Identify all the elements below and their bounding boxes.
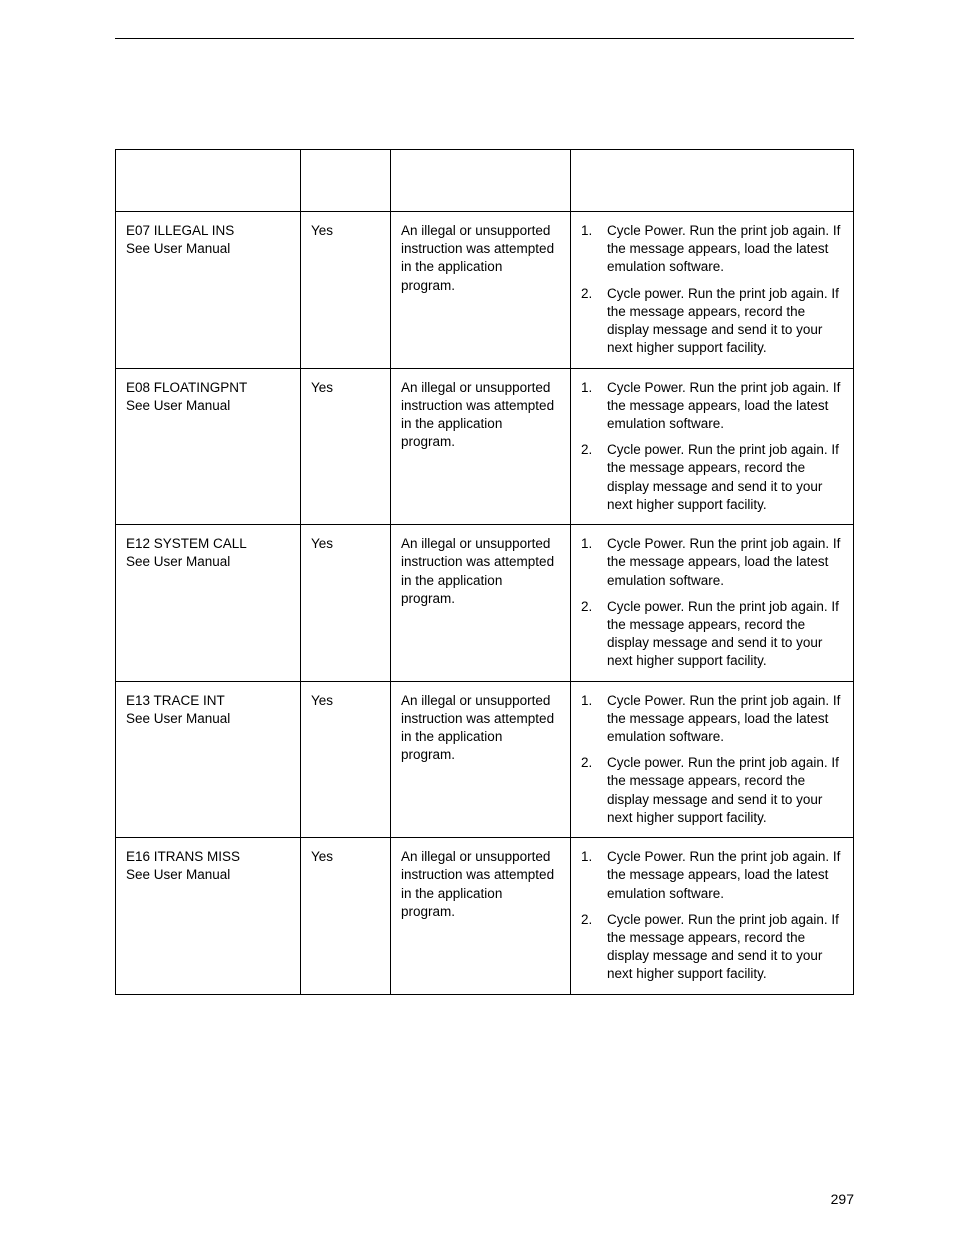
message-subtext: See User Manual	[126, 553, 290, 571]
message-subtext: See User Manual	[126, 240, 290, 258]
clear-cell: Yes	[301, 212, 391, 369]
clear-cell: Yes	[301, 368, 391, 525]
table-header-row	[116, 150, 854, 212]
solution-list: Cycle Power. Run the print job again. If…	[581, 222, 843, 358]
solution-list: Cycle Power. Run the print job again. If…	[581, 535, 843, 671]
message-code: E12 SYSTEM CALL	[126, 535, 290, 553]
solution-list: Cycle Power. Run the print job again. If…	[581, 848, 843, 984]
message-code: E08 FLOATINGPNT	[126, 379, 290, 397]
table-row: E12 SYSTEM CALLSee User ManualYesAn ille…	[116, 525, 854, 682]
solution-item: Cycle Power. Run the print job again. If…	[581, 535, 843, 590]
page-container: E07 ILLEGAL INSSee User ManualYesAn ille…	[0, 0, 954, 995]
explanation-cell: An illegal or unsupported instruction wa…	[391, 368, 571, 525]
message-subtext: See User Manual	[126, 866, 290, 884]
table-body: E07 ILLEGAL INSSee User ManualYesAn ille…	[116, 212, 854, 995]
table-row: E16 ITRANS MISSSee User ManualYesAn ille…	[116, 838, 854, 995]
clear-cell: Yes	[301, 681, 391, 838]
table-row: E07 ILLEGAL INSSee User ManualYesAn ille…	[116, 212, 854, 369]
solution-cell: Cycle Power. Run the print job again. If…	[571, 838, 854, 995]
message-cell: E12 SYSTEM CALLSee User Manual	[116, 525, 301, 682]
message-subtext: See User Manual	[126, 710, 290, 728]
message-cell: E13 TRACE INTSee User Manual	[116, 681, 301, 838]
message-code: E16 ITRANS MISS	[126, 848, 290, 866]
message-code: E13 TRACE INT	[126, 692, 290, 710]
solution-item: Cycle power. Run the print job again. If…	[581, 911, 843, 984]
table-row: E13 TRACE INTSee User ManualYesAn illega…	[116, 681, 854, 838]
explanation-cell: An illegal or unsupported instruction wa…	[391, 838, 571, 995]
message-cell: E07 ILLEGAL INSSee User Manual	[116, 212, 301, 369]
solution-list: Cycle Power. Run the print job again. If…	[581, 379, 843, 515]
solution-item: Cycle Power. Run the print job again. If…	[581, 222, 843, 277]
explanation-cell: An illegal or unsupported instruction wa…	[391, 212, 571, 369]
solution-item: Cycle Power. Run the print job again. If…	[581, 848, 843, 903]
page-number: 297	[831, 1191, 854, 1207]
table-row: E08 FLOATINGPNTSee User ManualYesAn ille…	[116, 368, 854, 525]
solution-cell: Cycle Power. Run the print job again. If…	[571, 368, 854, 525]
solution-item: Cycle Power. Run the print job again. If…	[581, 692, 843, 747]
clear-cell: Yes	[301, 525, 391, 682]
solution-item: Cycle power. Run the print job again. If…	[581, 441, 843, 514]
top-horizontal-rule	[115, 38, 854, 39]
explanation-cell: An illegal or unsupported instruction wa…	[391, 681, 571, 838]
solution-cell: Cycle Power. Run the print job again. If…	[571, 525, 854, 682]
header-cell-message	[116, 150, 301, 212]
header-cell-clear	[301, 150, 391, 212]
solution-cell: Cycle Power. Run the print job again. If…	[571, 212, 854, 369]
header-cell-solution	[571, 150, 854, 212]
message-cell: E16 ITRANS MISSSee User Manual	[116, 838, 301, 995]
solution-item: Cycle power. Run the print job again. If…	[581, 285, 843, 358]
explanation-cell: An illegal or unsupported instruction wa…	[391, 525, 571, 682]
message-code: E07 ILLEGAL INS	[126, 222, 290, 240]
solution-item: Cycle Power. Run the print job again. If…	[581, 379, 843, 434]
solution-item: Cycle power. Run the print job again. If…	[581, 754, 843, 827]
solution-cell: Cycle Power. Run the print job again. If…	[571, 681, 854, 838]
solution-list: Cycle Power. Run the print job again. If…	[581, 692, 843, 828]
clear-cell: Yes	[301, 838, 391, 995]
solution-item: Cycle power. Run the print job again. If…	[581, 598, 843, 671]
header-cell-explanation	[391, 150, 571, 212]
message-subtext: See User Manual	[126, 397, 290, 415]
message-cell: E08 FLOATINGPNTSee User Manual	[116, 368, 301, 525]
error-message-table: E07 ILLEGAL INSSee User ManualYesAn ille…	[115, 149, 854, 995]
